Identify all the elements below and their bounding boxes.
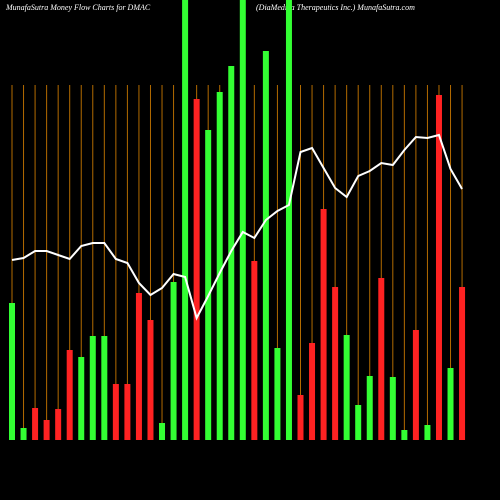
bar (216, 92, 223, 440)
bar (366, 376, 373, 440)
bar (205, 130, 212, 440)
bar (251, 261, 258, 440)
bar (193, 99, 200, 440)
bar (147, 320, 154, 440)
bar (55, 409, 62, 440)
bar (447, 368, 454, 440)
bar (182, 0, 189, 440)
bar (43, 420, 50, 440)
bar (20, 428, 27, 440)
bar (274, 348, 281, 440)
bar (135, 293, 142, 440)
bar (412, 330, 419, 440)
bar (389, 377, 396, 440)
bar (170, 282, 177, 440)
bar (124, 384, 131, 440)
bar (32, 408, 39, 440)
bar (262, 51, 269, 440)
bar (101, 336, 108, 440)
bar (159, 423, 166, 440)
bar (401, 430, 408, 440)
bar (355, 405, 362, 440)
bar (9, 303, 15, 440)
bar (89, 336, 96, 440)
bar (435, 95, 442, 440)
bar (297, 395, 304, 440)
chart-subtitle: (DiaMedica Therapeutics Inc.) MunafaSutr… (256, 3, 415, 12)
bar (309, 343, 316, 440)
bar (78, 357, 85, 440)
bar (343, 335, 350, 440)
trend-line (11, 133, 463, 321)
bar (66, 350, 73, 440)
chart-title: MunafaSutra Money Flow Charts for DMAC (5, 3, 151, 12)
bar (378, 278, 385, 440)
bar (285, 0, 292, 440)
bar (332, 287, 339, 440)
bar (112, 384, 119, 440)
bar (320, 209, 327, 440)
bar (459, 287, 466, 440)
bar (424, 425, 431, 440)
bar (239, 0, 246, 440)
